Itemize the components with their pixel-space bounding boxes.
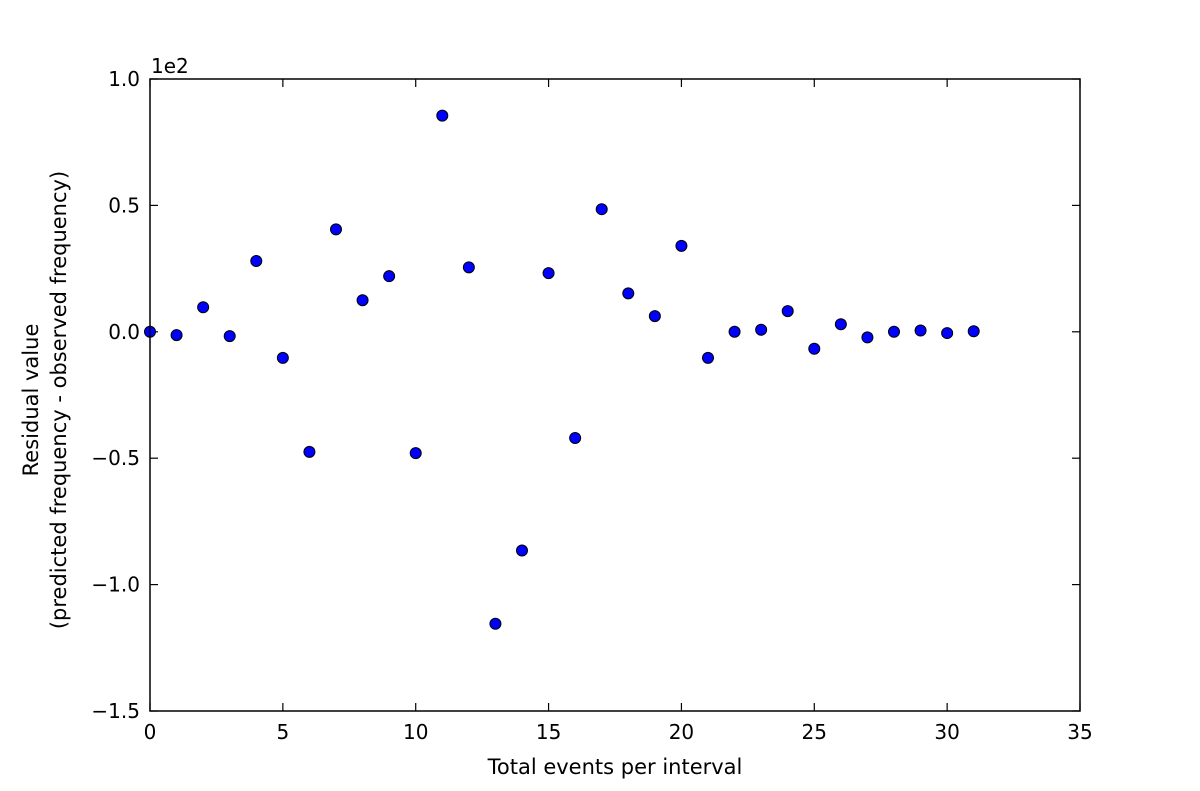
data-point — [170, 329, 183, 342]
data-point — [383, 270, 396, 283]
data-point — [728, 325, 741, 338]
data-point — [250, 255, 263, 268]
x-tick-label: 10 — [403, 720, 428, 744]
data-point — [356, 294, 369, 307]
y-tick-label: 0.0 — [108, 320, 140, 344]
data-point — [834, 318, 847, 331]
x-tick-label: 0 — [144, 720, 157, 744]
data-point — [781, 305, 794, 318]
data-point — [197, 301, 210, 314]
y-tick-label: −1.5 — [91, 699, 140, 723]
data-point — [595, 203, 608, 216]
x-axis-label: Total events per interval — [487, 755, 743, 779]
y-axis-label-line-1: Residual value — [19, 324, 43, 477]
data-point — [941, 327, 954, 340]
data-point — [303, 445, 316, 458]
x-tick-label: 5 — [276, 720, 289, 744]
data-point — [914, 324, 927, 337]
data-point — [702, 351, 714, 364]
data-point — [462, 261, 475, 274]
data-point — [808, 342, 821, 355]
points-layer — [144, 109, 980, 630]
data-point — [542, 267, 555, 280]
data-point — [516, 544, 528, 557]
x-tick-label: 15 — [536, 720, 561, 744]
y-tick-label: −1.0 — [91, 573, 140, 597]
data-point — [489, 617, 502, 630]
y-axis-label-line-2: (predicted frequency - observed frequenc… — [47, 171, 71, 629]
ticks-layer: 0 5 10 15 20 25 30 35 1.0 0.5 0.0 −0.5 −1.0 −1.5 — [91, 67, 1092, 744]
data-point — [861, 331, 874, 344]
plot-frame — [149, 78, 1081, 712]
data-point — [755, 323, 768, 336]
data-point — [888, 325, 900, 338]
data-point — [330, 223, 342, 236]
x-tick-label: 30 — [934, 720, 959, 744]
y-tick-label: 1.0 — [108, 67, 140, 91]
y-offset-text: 1e2 — [151, 54, 189, 78]
data-point — [409, 447, 422, 460]
data-point — [569, 431, 582, 444]
data-point — [648, 310, 661, 323]
y-tick-label: −0.5 — [91, 446, 140, 470]
data-point — [276, 351, 289, 364]
data-point — [622, 287, 635, 300]
data-point — [436, 109, 449, 122]
data-point — [675, 239, 688, 252]
x-tick-label: 20 — [669, 720, 694, 744]
y-tick-label: 0.5 — [108, 193, 140, 217]
x-tick-label: 35 — [1067, 720, 1092, 744]
data-point — [967, 325, 980, 338]
x-tick-label: 25 — [802, 720, 827, 744]
data-point — [223, 330, 236, 343]
